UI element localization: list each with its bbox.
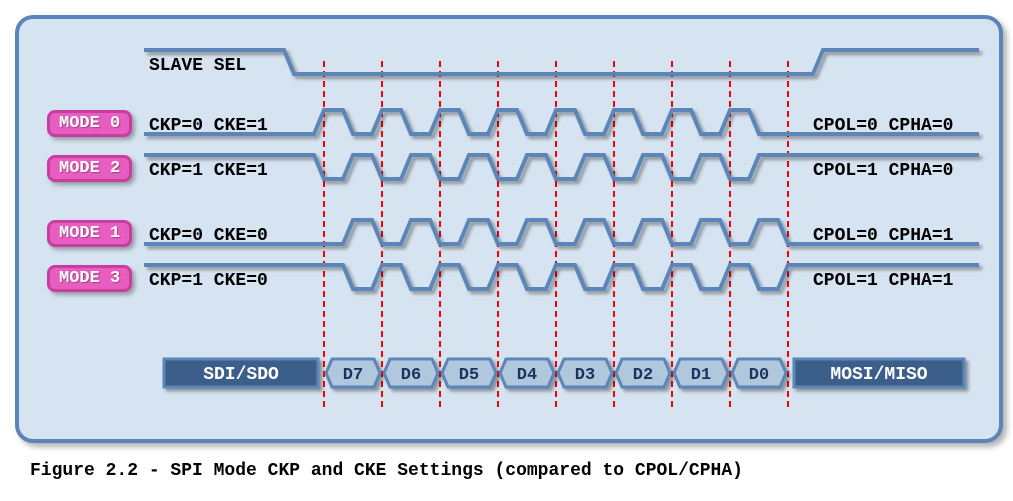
- data-bit-label: D5: [459, 366, 479, 385]
- mode-right-m0: CPOL=0 CPHA=0: [813, 116, 953, 136]
- sdi-sdo-label: SDI/SDO: [203, 365, 279, 385]
- mode-left-m0: CKP=0 CKE=1: [149, 116, 268, 136]
- mode-pill-m0: MODE 0: [47, 110, 132, 137]
- data-bit-label: D0: [749, 366, 769, 385]
- mode-right-m1: CPOL=0 CPHA=1: [813, 226, 954, 246]
- data-bit-label: D6: [401, 366, 421, 385]
- data-bit-label: D3: [575, 366, 595, 385]
- data-bit-label: D7: [343, 366, 363, 385]
- mode-right-m3: CPOL=1 CPHA=1: [813, 271, 954, 291]
- timing-panel: SDI/SDO MOSI/MISO D7 D6 D5 D4 D3 D2 D1 D0 SLAVE S…: [15, 15, 1003, 443]
- data-bit-label: D2: [633, 366, 653, 385]
- timing-svg: SDI/SDO MOSI/MISO D7 D6 D5 D4 D3 D2 D1 D0 SLAVE S…: [19, 19, 999, 439]
- slave-sel-label: SLAVE SEL: [149, 56, 246, 76]
- data-bit-label: D4: [517, 366, 537, 385]
- mode-pill-m3: MODE 3: [47, 265, 132, 292]
- mode-pill-m1: MODE 1: [47, 220, 132, 247]
- mode-pill-m2: MODE 2: [47, 155, 132, 182]
- mode-right-m2: CPOL=1 CPHA=0: [813, 161, 953, 181]
- data-bit-label: D1: [691, 366, 711, 385]
- mode-left-m2: CKP=1 CKE=1: [149, 161, 268, 181]
- mosi-miso-label: MOSI/MISO: [830, 365, 927, 385]
- figure-caption: Figure 2.2 - SPI Mode CKP and CKE Settin…: [30, 461, 998, 481]
- mode-left-m3: CKP=1 CKE=0: [149, 271, 268, 291]
- mode-left-m1: CKP=0 CKE=0: [149, 226, 268, 246]
- wave-slave-sel: [144, 50, 979, 74]
